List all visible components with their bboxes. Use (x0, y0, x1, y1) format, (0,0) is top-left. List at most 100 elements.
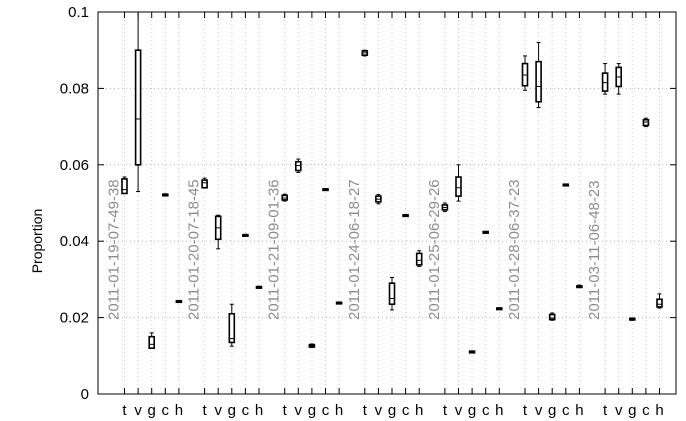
x-tick-label: c (402, 402, 410, 419)
box-g (470, 351, 475, 353)
x-tick-label: h (575, 402, 583, 419)
box-iqr (550, 315, 555, 320)
box-h (337, 302, 342, 304)
box-t (202, 178, 207, 188)
group-label: 2011-01-19-07-49-38 (106, 179, 123, 320)
y-tick-label: 0.08 (60, 80, 89, 97)
x-tick-label: g (388, 402, 396, 419)
box-marks (122, 12, 662, 353)
group-label: 2011-01-21-09-01-36 (266, 179, 283, 320)
x-tick-label: h (415, 402, 423, 419)
box-t (282, 194, 287, 201)
y-axis-label: Proportion (29, 209, 45, 274)
x-tick-label: t (363, 402, 368, 419)
y-tick-label: 0.02 (60, 310, 89, 327)
box-c (323, 188, 328, 190)
box-c (643, 118, 648, 126)
x-tick-label: c (242, 402, 250, 419)
box-t (603, 64, 608, 95)
group-label: 2011-03-11-06-48-23 (586, 180, 603, 320)
x-tick-label: t (523, 402, 528, 419)
group-labels: 2011-01-19-07-49-38 2011-01-20-07-18-45 20… (106, 179, 604, 320)
box-iqr (603, 73, 608, 91)
box-iqr (536, 62, 541, 102)
box-iqr (122, 179, 127, 194)
x-tick-label: t (283, 402, 288, 419)
x-tick-label: g (308, 402, 316, 419)
x-tick-label: c (482, 402, 490, 419)
box-h (176, 300, 181, 302)
box-iqr (202, 180, 207, 188)
x-tick-label: h (255, 402, 263, 419)
x-tick-label: c (162, 402, 170, 419)
x-tick-label: g (548, 402, 556, 419)
x-tick-label: v (214, 402, 222, 419)
x-tick-label: h (175, 402, 183, 419)
box-iqr (296, 162, 301, 171)
box-c (403, 214, 408, 216)
box-g (390, 277, 395, 309)
box-iqr (657, 299, 662, 307)
box-iqr (136, 50, 141, 165)
y-tick-label: 0.04 (60, 233, 89, 250)
x-tick-label: v (375, 402, 383, 419)
x-tick-label: h (335, 402, 343, 419)
box-t (523, 56, 528, 90)
box-v (456, 165, 461, 201)
box-v (536, 43, 541, 108)
x-tick-label: v (134, 402, 142, 419)
group-label: 2011-01-24-06-18-27 (346, 179, 363, 320)
box-iqr (643, 120, 648, 126)
box-h (577, 285, 582, 287)
box-iqr (390, 283, 395, 304)
box-iqr (456, 177, 461, 196)
box-g (149, 333, 154, 348)
box-g (550, 313, 555, 320)
x-tick-label: c (562, 402, 570, 419)
box-g (229, 304, 234, 346)
group-label: 2011-01-25-06-29-26 (426, 179, 443, 320)
box-v (376, 195, 381, 204)
y-tick-label: 0 (81, 386, 89, 403)
box-c (243, 234, 248, 236)
x-tick-label: v (615, 402, 623, 419)
box-g (630, 318, 635, 320)
box-h (417, 251, 422, 267)
group-label: 2011-01-28-06-37-23 (506, 179, 523, 320)
x-tick-label: v (535, 402, 543, 419)
x-tick-label: h (655, 402, 663, 419)
x-tick-label: c (322, 402, 330, 419)
box-h (497, 308, 502, 310)
x-tick-label: g (228, 402, 236, 419)
box-c (163, 194, 168, 196)
box-v (296, 159, 301, 172)
box-t (362, 50, 367, 56)
x-tick-label: g (468, 402, 476, 419)
box-v (216, 215, 221, 249)
x-tick-label: t (443, 402, 448, 419)
x-tick-label: c (642, 402, 650, 419)
box-v (136, 12, 141, 192)
x-tick-label: t (122, 402, 127, 419)
x-tick-label: v (455, 402, 463, 419)
x-tick-label: t (203, 402, 208, 419)
box-h (657, 294, 662, 308)
group-label: 2011-01-20-07-18-45 (186, 179, 203, 320)
box-g (309, 344, 314, 347)
box-t (442, 203, 447, 211)
box-t (122, 177, 127, 193)
box-c (483, 231, 488, 233)
box-iqr (149, 337, 154, 348)
y-tick-label: 0.1 (68, 4, 89, 21)
x-tick-label: g (148, 402, 156, 419)
box-iqr (417, 253, 422, 264)
y-tick-label: 0.06 (60, 157, 89, 174)
x-tick-label: g (628, 402, 636, 419)
box-v (616, 64, 621, 95)
box-h (257, 286, 262, 288)
x-tick-label: t (603, 402, 608, 419)
x-tick-label: h (495, 402, 503, 419)
box-c (563, 184, 568, 186)
